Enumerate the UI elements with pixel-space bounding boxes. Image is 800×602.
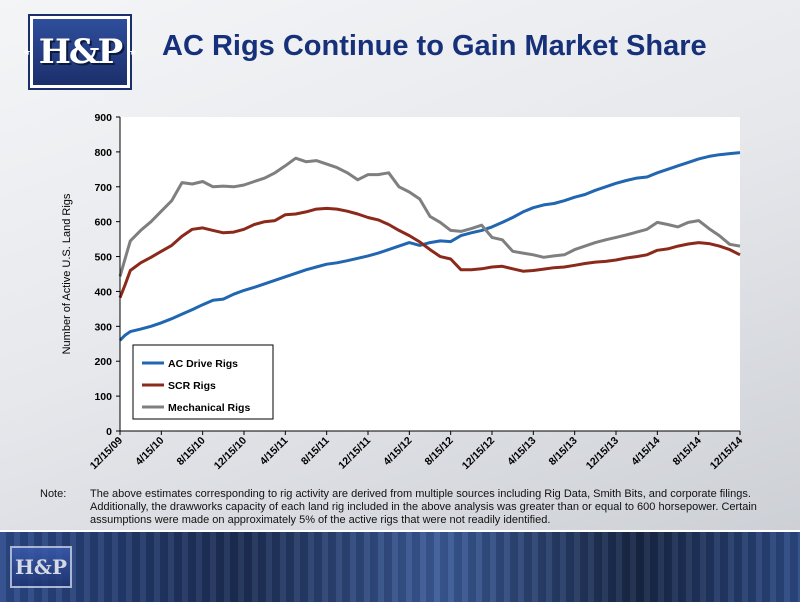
y-axis-ticks: 0 100 200 300 400 500 600 700 800 900 [94,112,120,438]
legend-label: Mechanical Rigs [168,402,250,414]
x-tick-label: 4/15/13 [505,435,538,468]
x-tick-label: 12/15/11 [336,435,373,472]
y-tick-label: 500 [94,252,112,264]
y-tick-label: 700 [94,182,112,194]
y-tick-label: 300 [94,321,112,333]
legend: AC Drive Rigs SCR Rigs Mechanical Rigs [132,344,274,420]
y-tick-label: 600 [94,217,112,229]
logo-text: H&P [38,32,123,72]
x-tick-label: 8/15/12 [423,435,456,468]
x-tick-label: 4/15/12 [381,435,414,468]
x-tick-label: 8/15/10 [175,435,208,468]
y-axis-label: Number of Active U.S. Land Rigs [61,193,73,354]
y-tick-label: 900 [94,112,112,124]
x-tick-label: 4/15/14 [629,435,662,468]
y-tick-label: 0 [106,426,112,438]
x-axis-ticks: 12/15/09 4/15/10 8/15/10 12/15/10 4/15/11 8/1… [88,431,745,472]
x-tick-label: 8/15/13 [547,435,580,468]
company-logo: ★ H&P ★ [23,14,137,90]
x-tick-label: 4/15/11 [258,435,291,468]
x-tick-label: 12/15/10 [212,435,249,472]
x-tick-label: 12/15/14 [708,435,745,472]
legend-label: SCR Rigs [168,380,216,392]
series-lines [118,151,741,342]
y-tick-label: 200 [94,356,112,368]
y-tick-label: 800 [94,147,112,159]
y-tick-label: 400 [94,286,112,298]
x-tick-label: 8/15/11 [299,435,332,468]
x-tick-label: 12/15/12 [460,435,497,472]
legend-label: AC Drive Rigs [168,358,238,370]
footer-logo: H&P [10,546,72,588]
star-icon: ★ [23,47,32,57]
note-text: The above estimates corresponding to rig… [90,488,757,526]
y-tick-label: 100 [94,391,112,403]
star-icon: ★ [128,47,137,57]
series-line-2 [118,206,741,299]
x-tick-label: 4/15/10 [133,435,166,468]
x-tick-label: 12/15/13 [584,435,621,472]
note-label: Note: [40,488,67,500]
series-line-3 [118,156,741,277]
x-tick-label: 12/15/09 [88,435,125,472]
footer-banner: H&P [0,530,800,602]
slide-title: AC Rigs Continue to Gain Market Share [162,30,707,62]
x-tick-label: 8/15/14 [671,435,704,468]
